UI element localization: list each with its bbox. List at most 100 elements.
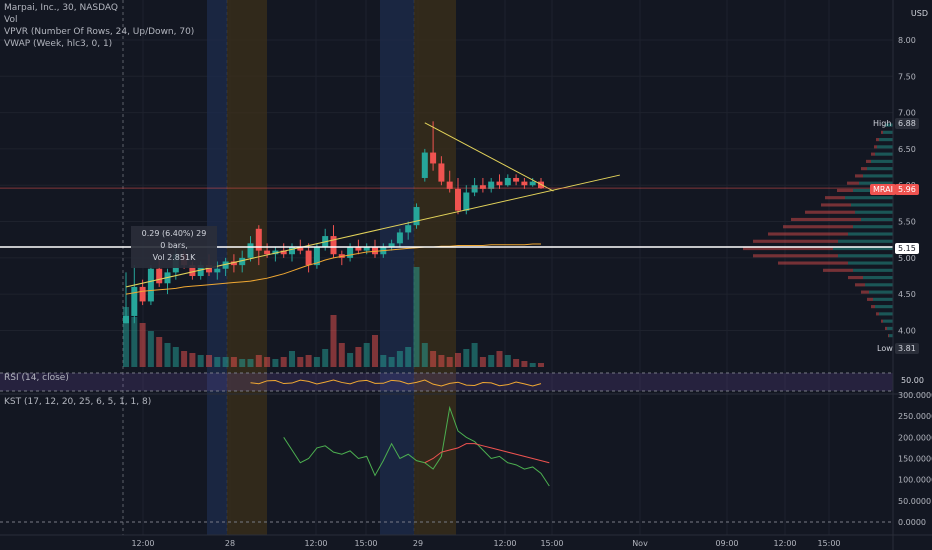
rsi-line	[250, 379, 542, 387]
measure-tooltip: 0.29 (6.40%) 29 0 bars, Vol 2.851K	[131, 226, 217, 268]
candle-body	[463, 192, 470, 211]
vwap-line	[125, 243, 541, 295]
volume-bar	[330, 315, 337, 367]
price-tick-label: 7.00	[898, 109, 916, 118]
price-tick-label: 6.50	[898, 145, 916, 154]
candle-body	[529, 181, 536, 186]
candle-body	[272, 250, 279, 255]
symbol-tag: MRAI	[870, 184, 896, 195]
vpvr-down-bar	[876, 312, 879, 316]
vpvr-down-bar	[855, 174, 863, 178]
volume-bar	[396, 351, 403, 367]
vpvr-up-bar	[889, 334, 893, 338]
time-tick-label: 15:00	[817, 539, 840, 548]
vwap-legend[interactable]: VWAP (Week, hlc3, 0, 1)	[4, 39, 113, 49]
candle-body	[471, 185, 478, 193]
price-tick-label: 4.50	[898, 290, 916, 299]
vpvr-up-bar	[879, 138, 893, 142]
vol-legend[interactable]: Vol	[4, 15, 18, 25]
volume-bar	[463, 349, 470, 367]
volume-bar	[479, 357, 486, 367]
kst-signal-line	[424, 443, 550, 464]
time-tick-label: 12:00	[131, 539, 154, 548]
vpvr-down-bar	[847, 181, 859, 185]
volume-bar	[488, 355, 495, 367]
volume-bar	[504, 355, 511, 367]
candle-body	[305, 250, 312, 266]
time-tick-label: 09:00	[715, 539, 738, 548]
vpvr-up-bar	[867, 167, 893, 171]
volume-bar	[355, 347, 362, 367]
volume-bar	[297, 357, 304, 367]
candle-body	[247, 243, 254, 258]
price-tick-label: 5.50	[898, 218, 916, 227]
rsi-title[interactable]: RSI (14, close)	[4, 373, 69, 383]
vpvr-down-bar	[753, 254, 838, 258]
vpvr-down-bar	[881, 319, 883, 323]
candle-body	[156, 268, 163, 284]
volume-bar	[181, 351, 188, 367]
vpvr-up-bar	[859, 181, 893, 185]
volume-bar	[388, 357, 395, 367]
vpvr-down-bar	[753, 239, 838, 243]
candle-body	[405, 225, 412, 233]
volume-bar	[206, 355, 212, 367]
crosshair-price-tag: 5.15	[895, 243, 919, 254]
vpvr-down-bar	[855, 283, 865, 287]
vpvr-down-bar	[867, 297, 873, 301]
candle-body	[388, 243, 395, 247]
time-tick-label: Nov	[632, 539, 648, 548]
volume-bar	[363, 343, 370, 367]
kst-tick-label: 300.0000	[898, 391, 932, 400]
candle-body	[455, 188, 461, 211]
vpvr-up-bar	[871, 159, 893, 163]
candle-body	[255, 228, 262, 251]
volume-bar	[264, 357, 271, 367]
rsi-level-label: 50.00	[901, 376, 924, 385]
volume-bar	[538, 363, 544, 367]
volume-bar	[172, 347, 179, 367]
volume-bar	[230, 357, 237, 367]
candle-body	[131, 286, 138, 316]
rsi-band	[0, 373, 893, 391]
candle-body	[396, 232, 403, 244]
volume-bar	[405, 347, 412, 367]
triangle-trendline	[424, 122, 554, 192]
candle-body	[280, 250, 287, 255]
candle-body	[372, 246, 378, 255]
vpvr-down-bar	[888, 334, 889, 338]
volume-bar	[255, 355, 262, 367]
vpvr-up-bar	[861, 217, 893, 222]
candle-body	[347, 246, 354, 258]
candle-body	[297, 246, 304, 251]
candle-body	[446, 181, 453, 189]
tooltip-change: 0.29 (6.40%) 29	[141, 229, 207, 238]
vpvr-up-bar	[869, 290, 893, 294]
volume-bar	[197, 355, 204, 367]
vpvr-up-bar	[833, 246, 893, 251]
candle-body	[479, 185, 486, 189]
kst-title[interactable]: KST (17, 12, 20, 25, 6, 5, 1, 1, 8)	[4, 397, 152, 407]
vpvr-up-bar	[863, 174, 893, 178]
kst-tick-label: 200.0000	[898, 433, 932, 442]
time-tick-label: 15:00	[540, 539, 563, 548]
price-tick-label: 5.00	[898, 254, 916, 263]
volume-bar	[156, 337, 163, 367]
time-tick-label: 12:00	[304, 539, 327, 548]
candle-body	[230, 261, 237, 266]
vpvr-legend[interactable]: VPVR (Number Of Rows, 24, Up/Down, 70)	[4, 27, 195, 37]
vpvr-down-bar	[871, 152, 875, 156]
vpvr-down-bar	[805, 210, 855, 214]
volume-bar	[322, 349, 329, 367]
vpvr-down-bar	[848, 276, 863, 280]
volume-bar	[222, 357, 229, 367]
vpvr-down-bar	[881, 130, 883, 134]
volume-bar	[272, 359, 279, 367]
candle-body	[363, 246, 370, 251]
symbol-legend[interactable]: Marpai, Inc., 30, NASDAQ	[4, 3, 118, 13]
vpvr-up-bar	[855, 210, 893, 214]
vpvr-down-bar	[825, 196, 845, 200]
vpvr-down-bar	[866, 159, 871, 163]
vpvr-up-bar	[863, 276, 893, 280]
